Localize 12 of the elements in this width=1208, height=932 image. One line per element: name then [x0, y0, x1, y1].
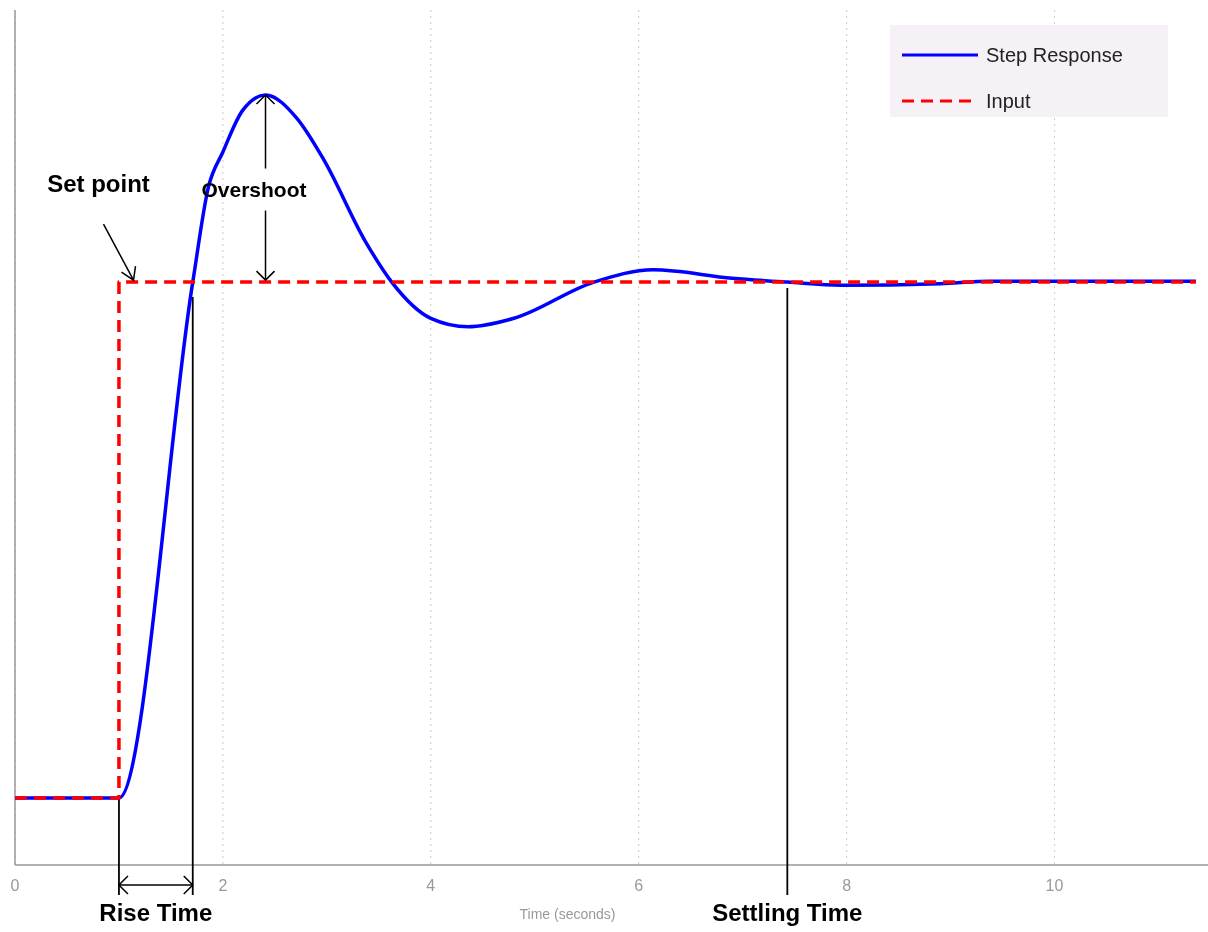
- x-tick-label: 8: [842, 877, 852, 894]
- ref-line-label: Settling Time: [712, 899, 863, 926]
- x-tick-label: 6: [634, 877, 644, 894]
- x-tick-label: 0: [10, 877, 20, 894]
- legend-label: Step Response: [986, 44, 1123, 66]
- annotation: Set point: [47, 170, 150, 198]
- x-tick-label: 2: [218, 877, 228, 894]
- legend-label: Input: [986, 90, 1031, 112]
- x-tick-label: 10: [1045, 877, 1064, 894]
- x-axis-title: Time (seconds): [519, 906, 616, 922]
- x-tick-label: 4: [426, 877, 436, 894]
- text: Rise Time: [99, 899, 213, 926]
